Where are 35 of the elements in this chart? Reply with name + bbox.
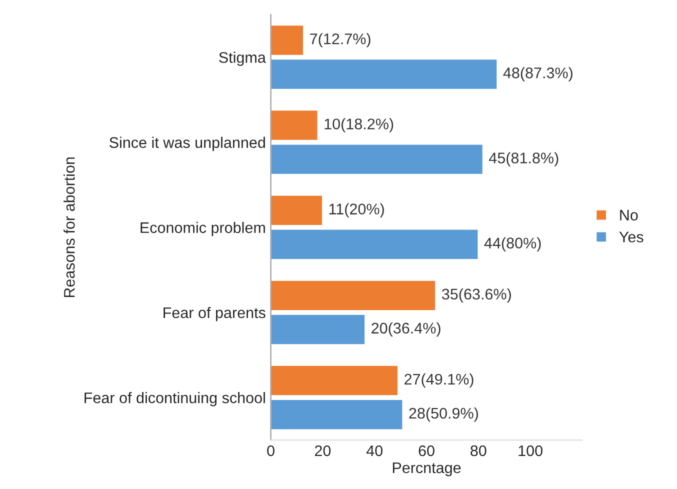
bar xyxy=(270,313,366,346)
data-label: 35(63.6%) xyxy=(442,288,511,303)
y-tick-label: Fear of dicontinuing school xyxy=(84,392,265,406)
bar xyxy=(270,143,484,176)
bar xyxy=(270,58,498,90)
data-label: 28(50.9%) xyxy=(409,407,478,422)
data-label: 48(87.3%) xyxy=(503,67,572,82)
y-tick-label: Fear of parents xyxy=(164,306,266,322)
bar xyxy=(270,279,437,312)
data-label: 7(12.7%) xyxy=(310,33,370,48)
data-label: 27(49.1%) xyxy=(404,373,474,388)
bar xyxy=(270,398,404,431)
bar xyxy=(270,228,480,260)
x-axis-title: Percntage xyxy=(392,462,461,476)
data-label: 11(20%) xyxy=(329,203,384,218)
y-tick-label: Stigma xyxy=(219,52,266,66)
bar xyxy=(270,194,324,226)
data-label: 44(80%) xyxy=(484,237,541,252)
x-tick-label: 60 xyxy=(418,445,434,456)
legend-label: No xyxy=(620,210,638,221)
legend-label: Yes xyxy=(619,232,644,242)
y-tick-label: Economic problem xyxy=(140,222,265,236)
y-axis-title: Reasons for abortion xyxy=(64,157,75,298)
x-tick-label: 40 xyxy=(366,445,383,456)
x-tick-label: 100 xyxy=(518,445,542,456)
y-tick-label: Since it was unplanned xyxy=(110,136,265,152)
bar xyxy=(270,364,399,397)
data-label: 10(18.2%) xyxy=(324,118,394,132)
data-label: 20(36.4%) xyxy=(372,322,440,337)
x-tick-label: 0 xyxy=(267,445,274,456)
bar xyxy=(270,24,304,56)
x-tick-label: 20 xyxy=(314,445,331,456)
bar xyxy=(270,109,319,142)
data-label: 45(81.8%) xyxy=(488,152,558,166)
x-tick-label: 80 xyxy=(470,445,486,456)
